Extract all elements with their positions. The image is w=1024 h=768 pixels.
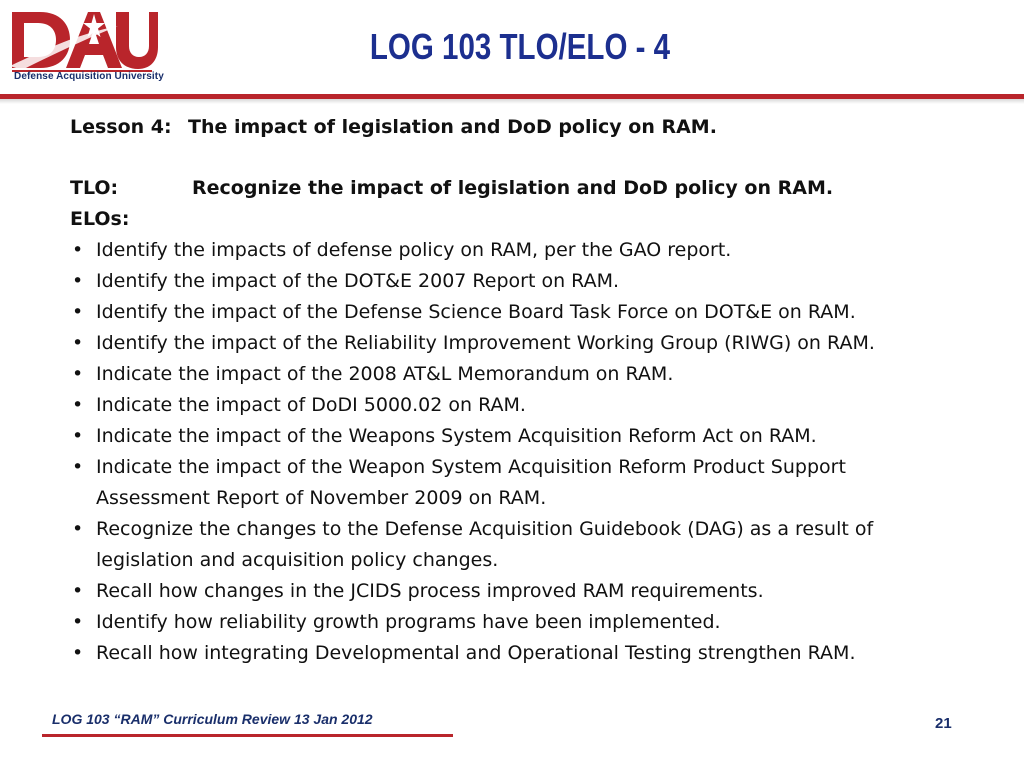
tlo-line: TLO: Recognize the impact of legislation … xyxy=(70,173,990,204)
elo-item: • Indicate the impact of the 2008 AT&L Me… xyxy=(70,359,990,390)
elo-text: Identify the impact of the Defense Scien… xyxy=(96,301,856,323)
header-divider xyxy=(0,94,1024,99)
logo-underline xyxy=(12,70,152,72)
tlo-text: Recognize the impact of legislation and … xyxy=(192,177,834,199)
elo-text-continued: legislation and acquisition policy chang… xyxy=(96,549,499,571)
elo-text: Recall how changes in the JCIDS process … xyxy=(96,580,764,602)
dau-logo xyxy=(10,12,158,72)
elo-text: Recall how integrating Developmental and… xyxy=(96,642,856,664)
elo-text: Indicate the impact of the Weapons Syste… xyxy=(96,425,817,447)
elo-item: • Identify how reliability growth program… xyxy=(70,607,990,638)
elos-label: ELOs: xyxy=(70,208,130,230)
elo-item: • Indicate the impact of the Weapon Syste… xyxy=(70,452,990,514)
logo-swoosh xyxy=(10,26,118,70)
lesson-text: The impact of legislation and DoD policy… xyxy=(188,116,717,138)
bullet-icon: • xyxy=(72,270,84,292)
bullet-icon: • xyxy=(72,580,84,602)
elo-item: • Indicate the impact of the Weapons Syst… xyxy=(70,421,990,452)
bullet-icon: • xyxy=(72,425,84,447)
page-number: 21 xyxy=(935,715,952,732)
elo-item: • Recall how changes in the JCIDS process… xyxy=(70,576,990,607)
elo-item: • Identify the impact of the DOT&E 2007 R… xyxy=(70,266,990,297)
logo-star-icon xyxy=(83,14,105,37)
elo-text: Indicate the impact of DoDI 5000.02 on R… xyxy=(96,394,526,416)
elo-item: • Identify the impact of the Defense Scie… xyxy=(70,297,990,328)
bullet-icon: • xyxy=(72,301,84,323)
elo-list: • Identify the impacts of defense policy … xyxy=(70,235,990,669)
spacer xyxy=(70,143,990,173)
slide-body: Lesson 4: The impact of legislation and D… xyxy=(70,112,990,669)
elo-item: • Identify the impacts of defense policy … xyxy=(70,235,990,266)
elo-text: Identify the impact of the Reliability I… xyxy=(96,332,875,354)
elo-text: Indicate the impact of the 2008 AT&L Mem… xyxy=(96,363,674,385)
bullet-icon: • xyxy=(72,239,84,261)
lesson-line: Lesson 4: The impact of legislation and D… xyxy=(70,112,990,143)
elo-item: • Identify the impact of the Reliability … xyxy=(70,328,990,359)
elo-text: Indicate the impact of the Weapon System… xyxy=(96,456,846,478)
lesson-label: Lesson 4: xyxy=(70,116,172,138)
bullet-icon: • xyxy=(72,518,84,540)
logo-letter-u xyxy=(116,12,158,69)
elo-text: Identify the impact of the DOT&E 2007 Re… xyxy=(96,270,620,292)
elo-text: Recognize the changes to the Defense Acq… xyxy=(96,518,874,540)
logo-letter-a xyxy=(66,12,122,68)
logo-letter-d xyxy=(12,12,70,68)
logo-caption: Defense Acquisition University xyxy=(14,71,164,82)
elo-item: • Indicate the impact of DoDI 5000.02 on … xyxy=(70,390,990,421)
tlo-label: TLO: xyxy=(70,177,119,199)
bullet-icon: • xyxy=(72,611,84,633)
elo-text-continued: Assessment Report of November 2009 on RA… xyxy=(96,487,547,509)
bullet-icon: • xyxy=(72,394,84,416)
elo-item: • Recall how integrating Developmental an… xyxy=(70,638,990,669)
elo-text: Identify how reliability growth programs… xyxy=(96,611,721,633)
bullet-icon: • xyxy=(72,642,84,664)
slide-title: LOG 103 TLO/ELO - 4 xyxy=(369,26,671,67)
bullet-icon: • xyxy=(72,363,84,385)
bullet-icon: • xyxy=(72,332,84,354)
footer-text: LOG 103 “RAM” Curriculum Review 13 Jan 2… xyxy=(52,711,373,727)
elo-item: • Recognize the changes to the Defense Ac… xyxy=(70,514,990,576)
elo-text: Identify the impacts of defense policy o… xyxy=(96,239,732,261)
bullet-icon: • xyxy=(72,456,84,478)
footer-divider xyxy=(42,734,453,737)
header-divider-shadow xyxy=(0,99,1024,104)
